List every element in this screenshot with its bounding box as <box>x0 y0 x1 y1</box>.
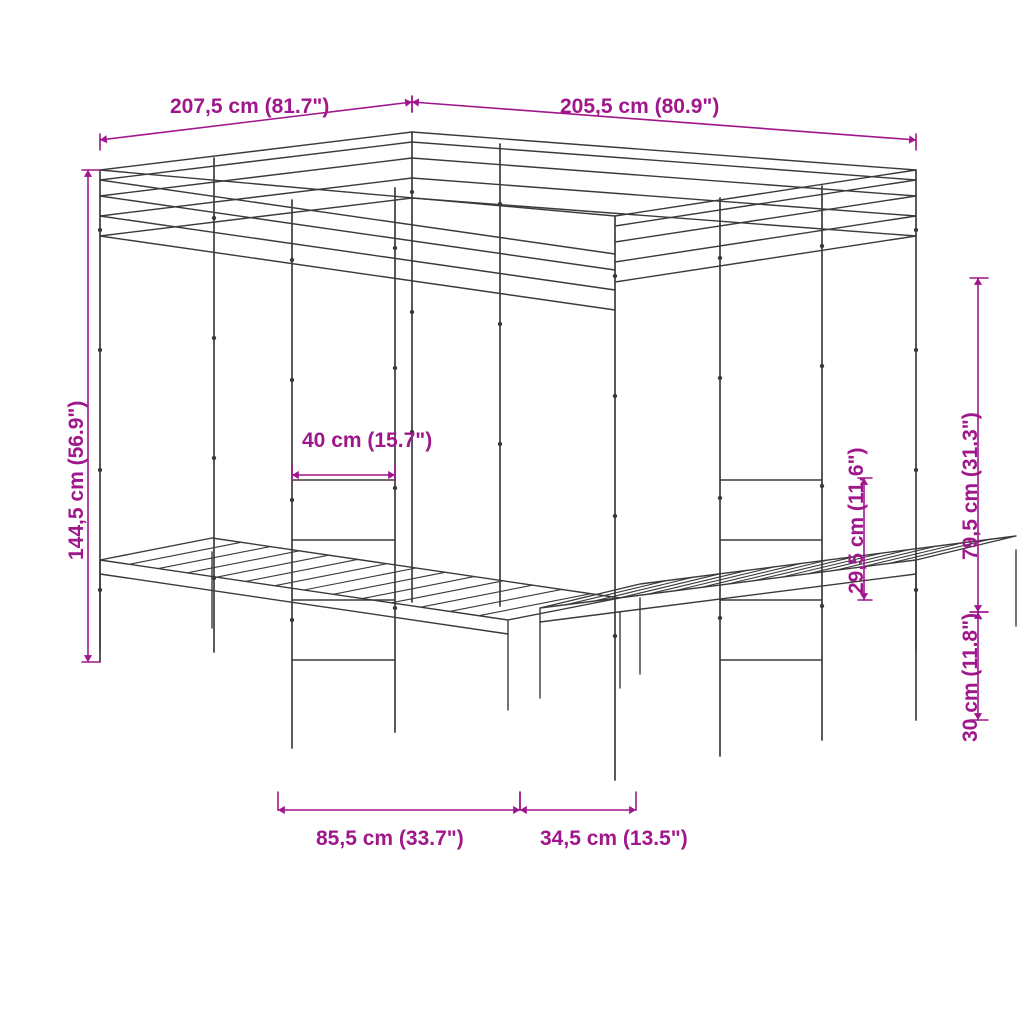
diagram-svg <box>0 0 1024 1024</box>
dim-ladder: 40 cm (15.7") <box>302 430 432 451</box>
dim-bedw: 85,5 cm (33.7") <box>316 828 464 849</box>
dim-floor: 30 cm (11.8") <box>960 613 981 742</box>
dim-rail: 79,5 cm (31.3") <box>960 412 981 560</box>
dim-gap: 34,5 cm (13.5") <box>540 828 688 849</box>
dim-depth: 207,5 cm (81.7") <box>170 96 329 117</box>
dim-slat: 29,5 cm (11.6") <box>846 447 867 594</box>
dim-height: 144,5 cm (56.9") <box>66 401 87 560</box>
dim-width: 205,5 cm (80.9") <box>560 96 719 117</box>
diagram-stage: 207,5 cm (81.7") 205,5 cm (80.9") 144,5 … <box>0 0 1024 1024</box>
